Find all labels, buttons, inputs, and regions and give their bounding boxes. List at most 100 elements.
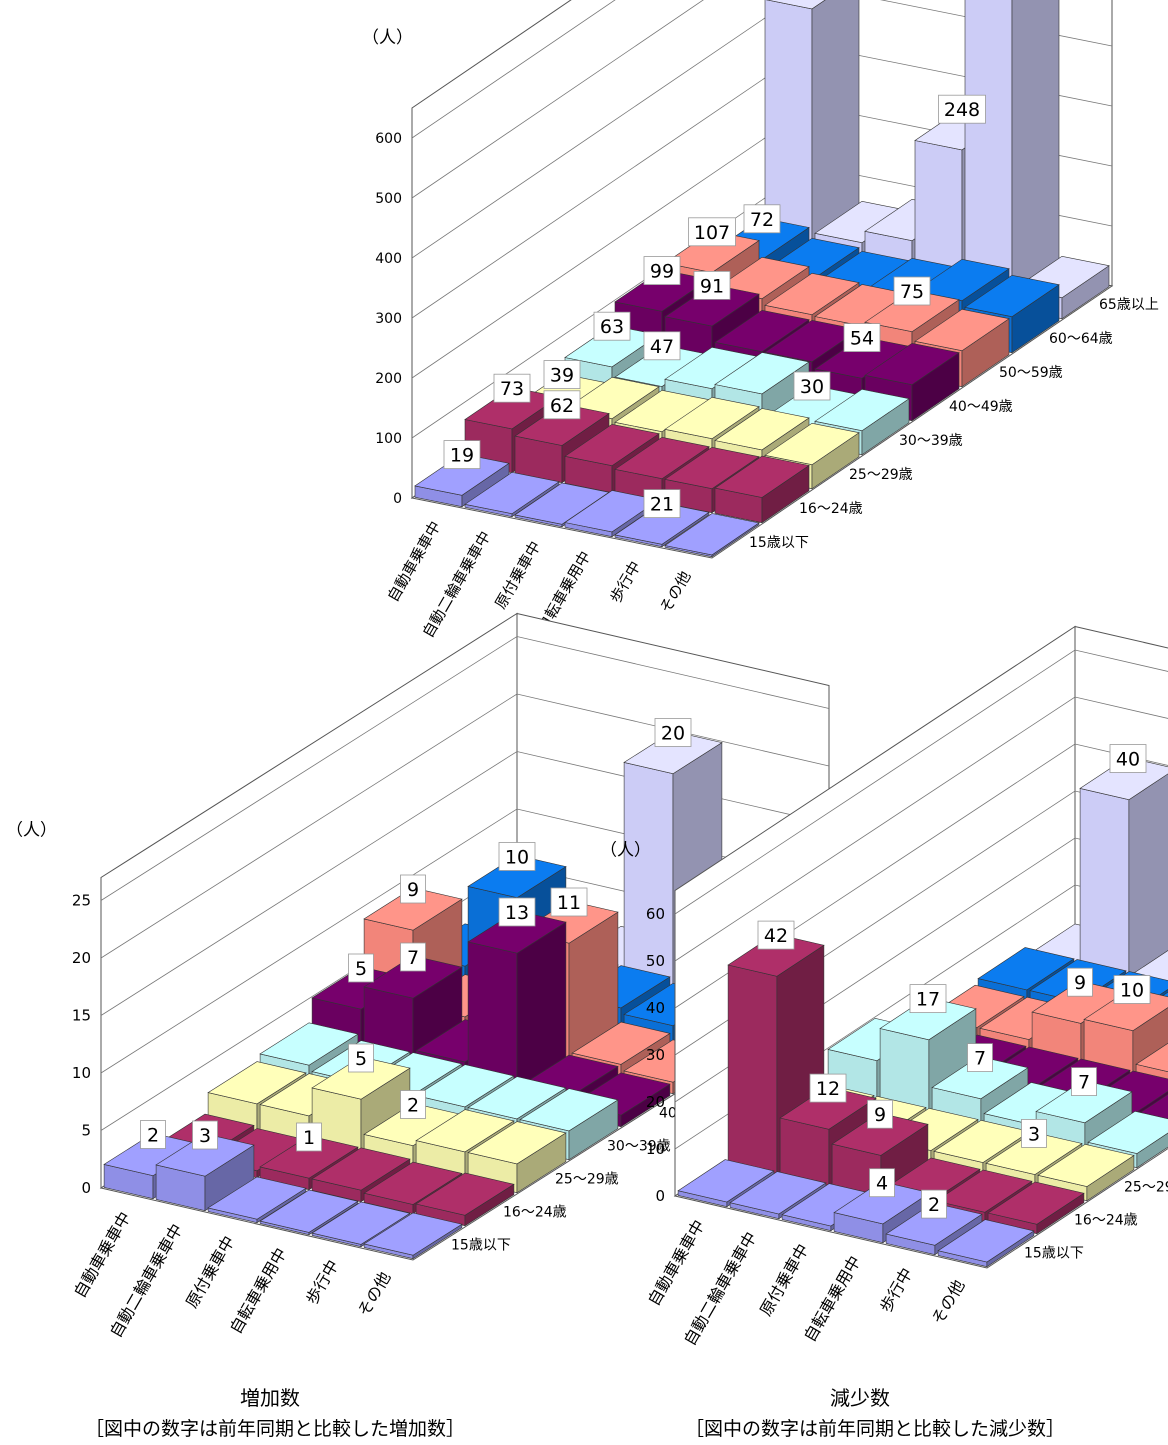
unit-label: （人） — [600, 841, 651, 861]
bar-top-face — [664, 396, 760, 440]
data-label: 54 — [843, 323, 881, 353]
bar-top-face — [664, 446, 760, 490]
data-label-box — [443, 440, 481, 470]
data-label: 42 — [757, 920, 795, 950]
bar-top-face — [765, 0, 826, 10]
data-label: 10 — [1113, 975, 1151, 1004]
bar-top-face — [714, 455, 810, 498]
bar-top-face — [987, 1181, 1085, 1225]
series-label: 15歳以下 — [1024, 1246, 1084, 1262]
chart-0: 0 100 200 300 400 500 600 （人） 19 21 73 62 39 63 47 30 99… — [362, 0, 1159, 641]
bar — [155, 1133, 255, 1212]
category-label: その他 — [656, 568, 694, 616]
data-label-text: 47 — [650, 336, 674, 358]
data-label-text: 2 — [928, 1194, 940, 1216]
data-label-box — [643, 256, 681, 286]
bar — [467, 910, 567, 1104]
series-label: 60～64歳 — [1049, 331, 1113, 347]
data-label: 20 — [654, 718, 692, 747]
data-label-text: 13 — [505, 902, 529, 924]
bar-top-face — [363, 1161, 463, 1205]
series-label: 30～39歳 — [607, 1139, 671, 1155]
series-label: 15歳以下 — [451, 1238, 511, 1254]
gridline — [100, 693, 830, 959]
series-label: 50～59歳 — [999, 365, 1063, 381]
data-label-box — [400, 874, 426, 904]
data-label: 2 — [140, 1120, 166, 1149]
decrease-chart-subtitle: ［図中の数字は前年同期と比較した減少数］ — [684, 1418, 1065, 1440]
series-label: 16～24歳 — [503, 1205, 567, 1221]
data-label: 17 — [909, 984, 947, 1013]
bar-top-face — [415, 1064, 515, 1108]
data-label-box — [1067, 967, 1093, 997]
gridline — [100, 751, 830, 1016]
bar — [259, 1189, 359, 1236]
y-tick-label: 20 — [646, 1093, 665, 1111]
category-label: 歩行中 — [876, 1265, 916, 1316]
series-label: 25～29歳 — [849, 467, 913, 483]
bar-top-face — [415, 1172, 515, 1216]
y-tick-label: 25 — [72, 892, 91, 910]
gridline — [674, 743, 1168, 1009]
data-label: 91 — [693, 270, 731, 300]
bar-top-face — [311, 1056, 411, 1100]
bar — [415, 1172, 515, 1227]
bar-front-face — [1079, 788, 1130, 989]
data-label-box — [498, 842, 536, 871]
data-label-text: 63 — [600, 316, 624, 338]
data-label-box — [400, 1090, 426, 1119]
data-label-box — [893, 276, 931, 306]
data-label: 19 — [443, 440, 481, 470]
data-label-box — [593, 311, 631, 341]
gridline — [674, 696, 1168, 962]
data-label-text: 3 — [1028, 1123, 1040, 1145]
data-label: 3 — [1021, 1119, 1047, 1148]
data-label-box — [757, 920, 795, 950]
gridline — [411, 0, 704, 199]
bar-top-face — [714, 309, 810, 353]
bar-top-face — [964, 274, 1060, 318]
data-label: 2 — [400, 1090, 426, 1119]
y-tick-label: 0 — [393, 491, 402, 507]
category-label: 原付乗車中 — [756, 1241, 812, 1320]
data-label: 5 — [348, 1043, 374, 1073]
data-label-text: 40 — [1116, 749, 1140, 771]
data-label-text: 9 — [407, 879, 419, 901]
y-tick-label: 30 — [646, 1046, 665, 1064]
bar-top-face — [464, 471, 560, 515]
bar — [464, 471, 560, 518]
data-label: 4 — [869, 1168, 895, 1198]
y-tick-label: 400 — [375, 251, 402, 267]
data-label-text: 9 — [1074, 972, 1086, 994]
gridline — [100, 636, 830, 901]
data-label: 7 — [400, 942, 426, 972]
y-tick-label: 600 — [375, 131, 402, 147]
data-label: 75 — [893, 276, 931, 306]
data-label-box — [1021, 1119, 1047, 1148]
data-label: 2 — [921, 1189, 947, 1219]
data-label-text: 21 — [650, 494, 674, 516]
bar — [964, 0, 1060, 310]
data-label-box — [140, 1120, 166, 1149]
bar-top-face — [571, 1021, 671, 1065]
bar-top-face — [1087, 1110, 1168, 1154]
decrease-chart-title: 減少数 — [830, 1386, 890, 1410]
data-label-box — [909, 984, 947, 1013]
bar-top-face — [814, 388, 910, 432]
y-tick-label: 300 — [375, 311, 402, 327]
data-label-text: 2 — [407, 1095, 419, 1117]
data-label-text: 5 — [355, 958, 367, 980]
bar — [363, 1212, 463, 1260]
bar-top-face — [864, 342, 960, 386]
bar-top-face — [714, 408, 810, 451]
category-label: 原付乗車中 — [491, 538, 544, 612]
bar-top-face — [415, 1109, 515, 1153]
series-label: 25～29歳 — [555, 1172, 619, 1188]
bar-top-face — [207, 1061, 307, 1105]
series-label: 16～24歳 — [799, 501, 863, 517]
bar — [937, 1219, 1035, 1268]
data-label-text: 7 — [1078, 1072, 1090, 1094]
y-tick-label: 60 — [646, 905, 665, 923]
data-label-box — [743, 204, 781, 234]
